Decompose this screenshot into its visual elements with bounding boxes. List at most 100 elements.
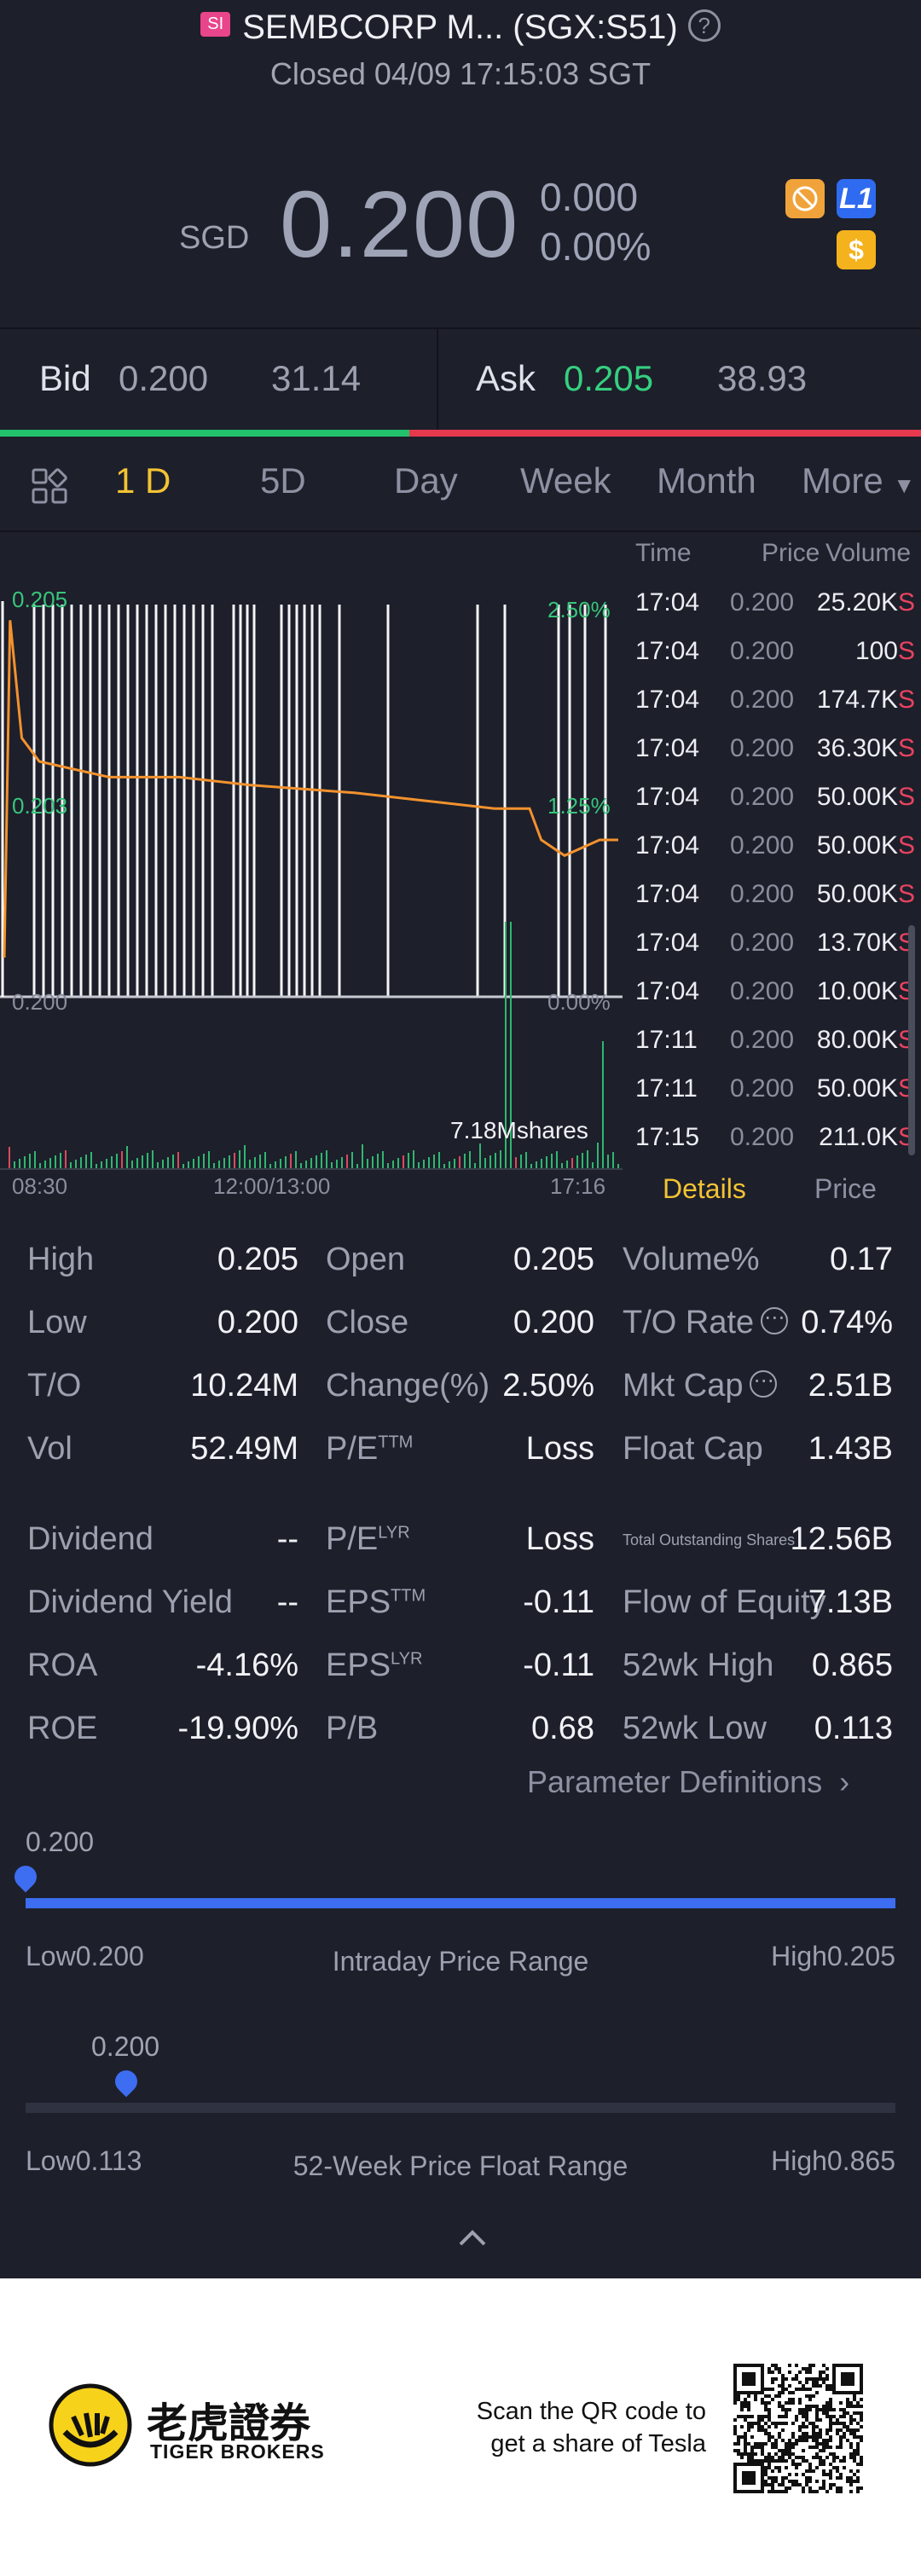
stat-label: P/ETTM: [326, 1431, 413, 1467]
stock-name: SEMBCORP M... (SGX:S51): [242, 9, 678, 46]
trade-price: 0.200: [730, 1026, 795, 1054]
volume-bar: [546, 1156, 547, 1169]
stat-label-text: ROA: [27, 1647, 98, 1683]
volume-bars: [9, 922, 619, 1169]
volume-bar: [259, 1155, 261, 1169]
tab-1d[interactable]: 1 D: [115, 460, 171, 501]
intraday-range-title: Intraday Price Range: [332, 1946, 589, 1977]
divider: [0, 530, 921, 532]
volume-bar: [413, 1150, 414, 1169]
layout-grid-icon[interactable]: [31, 467, 68, 505]
volume-bar: [65, 1150, 67, 1169]
y-label-top: 0.205: [12, 587, 68, 612]
volume-bar: [341, 1157, 343, 1169]
stat-value: 0.113: [814, 1711, 893, 1746]
trade-volume: 50.00K: [816, 880, 898, 908]
volume-bar: [331, 1162, 333, 1169]
no-short-icon[interactable]: [785, 179, 825, 218]
volume-bar: [551, 1154, 553, 1169]
stat-label: Vol: [27, 1431, 72, 1467]
collapse-chevron-up-icon[interactable]: [457, 2227, 488, 2248]
last-price: 0.200: [280, 172, 519, 277]
tab-week[interactable]: Week: [520, 460, 611, 501]
intraday-chart[interactable]: [0, 533, 627, 1181]
week52-high: High0.865: [771, 2145, 895, 2177]
volume-bar: [193, 1159, 194, 1169]
more-info-icon[interactable]: ⋯: [761, 1306, 789, 1334]
stat-label-text: Dividend Yield: [27, 1584, 233, 1620]
pct-label-mid: 1.25%: [547, 793, 611, 819]
stat-value: 2.51B: [808, 1368, 893, 1404]
volume-bar: [541, 1159, 542, 1169]
subtab-details[interactable]: Details: [663, 1173, 746, 1204]
trade-side: S: [897, 783, 915, 811]
trade-time: 17:04: [635, 686, 700, 714]
stat-label-text: P/E: [326, 1521, 379, 1557]
volume-bar: [203, 1154, 205, 1169]
ask-ratio-bar: [408, 430, 921, 437]
tab-5d[interactable]: 5D: [260, 460, 306, 501]
week52-high-label: High: [771, 2145, 827, 2176]
stat-value: -4.16%: [195, 1647, 298, 1683]
volume-bar: [182, 1164, 184, 1169]
stat-label-text: P/E: [326, 1431, 379, 1467]
stat-label-sup: TTM: [378, 1433, 414, 1452]
level1-badge[interactable]: L1: [837, 179, 876, 218]
tab-more-label: More: [802, 460, 883, 501]
stat-value: 52.49M: [190, 1431, 298, 1467]
volume-bar: [566, 1161, 568, 1169]
volume-bar: [234, 1153, 235, 1169]
stock-title[interactable]: SI SEMBCORP M... (SGX:S51)?: [0, 9, 921, 47]
trade-time: 17:04: [635, 637, 700, 665]
stat-value: 12.56B: [790, 1521, 893, 1557]
volume-bar: [464, 1154, 466, 1169]
dollar-icon[interactable]: $: [837, 230, 876, 269]
parameter-definitions-link[interactable]: Parameter Definitions ›: [527, 1764, 849, 1800]
bid-ratio-bar: [0, 430, 409, 437]
volume-bar: [249, 1160, 251, 1169]
tab-day[interactable]: Day: [394, 460, 458, 501]
stat-label-sup: LYR: [378, 1523, 410, 1543]
volume-bar: [351, 1152, 353, 1169]
volume-bar: [408, 1153, 409, 1169]
help-icon[interactable]: ?: [687, 9, 721, 43]
pct-label-bottom: 0.00%: [547, 989, 611, 1015]
trade-time: 17:15: [635, 1123, 700, 1151]
chevron-right-icon: ›: [839, 1764, 850, 1799]
tab-month[interactable]: Month: [657, 460, 756, 501]
stat-label-text: Float Cap: [623, 1431, 763, 1467]
volume-bar: [152, 1150, 154, 1169]
trade-row: 17:11 0.200 50.00K S: [635, 1074, 917, 1109]
week52-low-label: Low: [26, 2145, 76, 2176]
volume-bar: [428, 1157, 430, 1169]
volume-bar: [454, 1159, 455, 1169]
stat-label-text: Close: [326, 1305, 409, 1340]
qr-caption-line2: get a share of Tesla: [490, 2430, 706, 2457]
more-info-icon[interactable]: ⋯: [750, 1369, 778, 1398]
stat-label: Change(%): [326, 1368, 489, 1404]
trade-row: 17:11 0.200 80.00K S: [635, 1026, 917, 1060]
week52-marker-icon: [110, 2065, 142, 2098]
trade-volume: 50.00K: [816, 831, 898, 860]
volume-bar: [602, 1041, 604, 1169]
volume-bar: [9, 1147, 10, 1169]
volume-bar: [607, 1155, 609, 1169]
subtab-price[interactable]: Price: [814, 1173, 877, 1204]
trade-price: 0.200: [730, 588, 795, 617]
tab-more[interactable]: More ▼: [802, 460, 915, 501]
volume-bar: [423, 1160, 425, 1169]
bid-ask-panel: [0, 329, 921, 430]
stat-label: Open: [326, 1242, 405, 1278]
stat-label: P/B: [326, 1711, 378, 1747]
stat-label-text: EPS: [326, 1584, 391, 1620]
volume-bar: [254, 1157, 256, 1169]
trade-volume: 13.70K: [816, 929, 898, 957]
trade-side: S: [897, 686, 915, 714]
x-label-start: 08:30: [12, 1173, 68, 1199]
trade-list-scrollbar[interactable]: [908, 925, 915, 1155]
stat-value: 0.200: [217, 1305, 298, 1340]
qr-code[interactable]: [733, 2364, 863, 2493]
intraday-high: High0.205: [771, 1941, 895, 1972]
trade-price: 0.200: [730, 1123, 795, 1151]
intraday-high-label: High: [771, 1941, 827, 1971]
